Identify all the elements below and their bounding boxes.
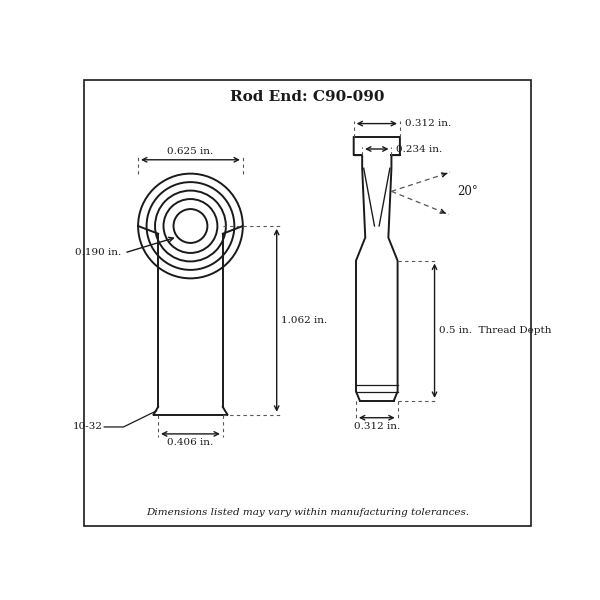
Text: 0.234 in.: 0.234 in.: [396, 145, 442, 154]
Text: 0.406 in.: 0.406 in.: [167, 438, 214, 447]
Text: Dimensions listed may vary within manufacturing tolerances.: Dimensions listed may vary within manufa…: [146, 508, 469, 517]
Text: 1.062 in.: 1.062 in.: [281, 316, 327, 325]
Text: 0.312 in.: 0.312 in.: [353, 422, 400, 431]
Text: 0.625 in.: 0.625 in.: [167, 147, 214, 156]
Text: 10-32: 10-32: [73, 422, 103, 431]
Text: 20°: 20°: [457, 185, 478, 198]
Text: 0.5 in.  Thread Depth: 0.5 in. Thread Depth: [439, 326, 551, 335]
Text: 0.312 in.: 0.312 in.: [404, 119, 451, 128]
Text: Rod End: C90-090: Rod End: C90-090: [230, 90, 385, 104]
Text: 0.190 in.: 0.190 in.: [75, 248, 121, 257]
